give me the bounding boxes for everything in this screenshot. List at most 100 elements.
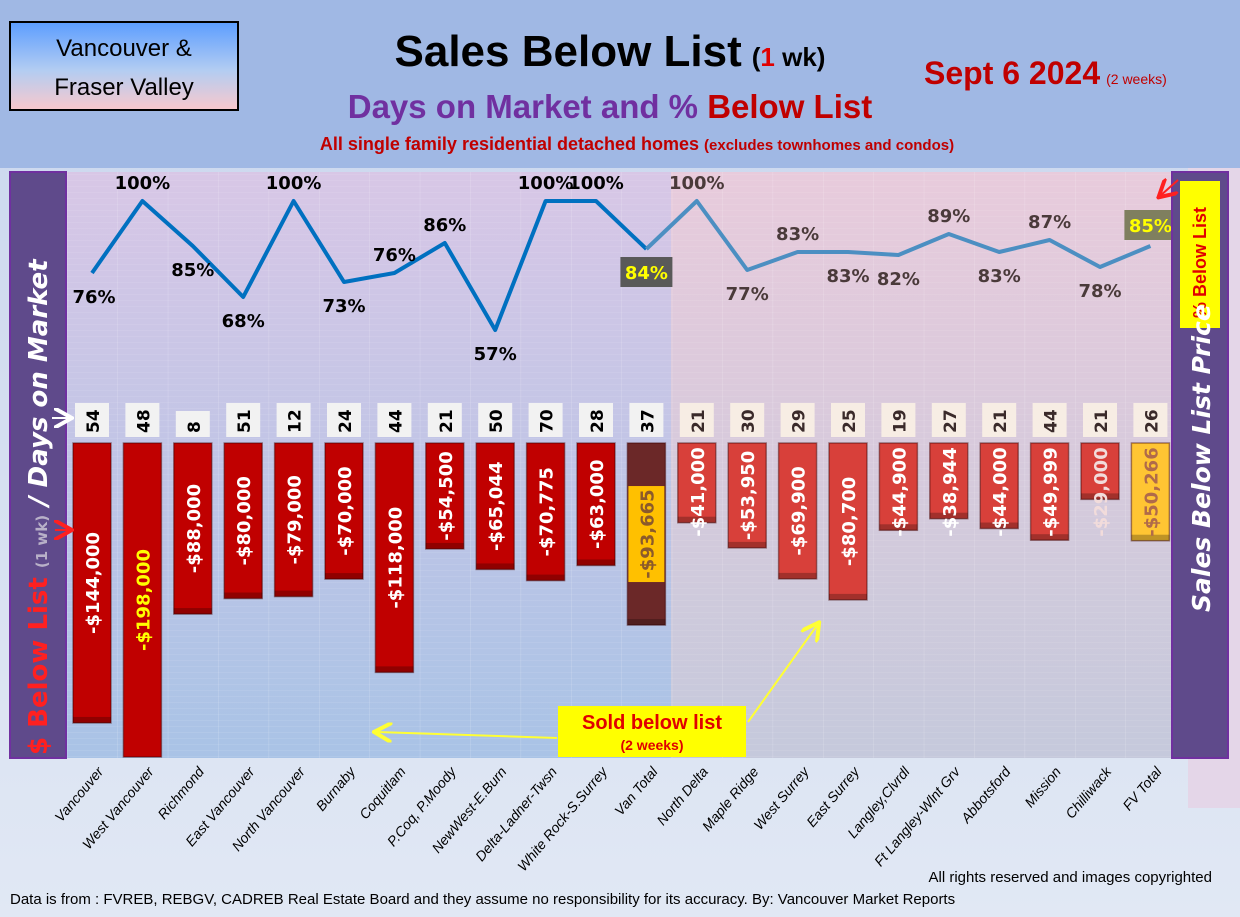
pct-line-vancouver bbox=[90, 199, 648, 332]
days-on-market-label: 21 bbox=[437, 409, 457, 433]
days-box bbox=[1133, 403, 1168, 437]
days-on-market-label: 21 bbox=[991, 409, 1011, 433]
pct-pointer-arrow bbox=[1160, 180, 1179, 196]
bar-shadow bbox=[627, 619, 666, 626]
days-on-market-label: 28 bbox=[588, 409, 608, 433]
bar-shadow bbox=[73, 716, 111, 723]
bar-shadow bbox=[476, 563, 515, 570]
data-source-note: Data is from : FVREB, REBGV, CADREB Real… bbox=[10, 891, 955, 908]
bar-maple-ridge bbox=[727, 442, 767, 549]
bar-shadow bbox=[778, 572, 817, 579]
left-axis-band: $ Below List (1 wk) / Days on Market bbox=[9, 171, 67, 759]
pct-label: 100% bbox=[568, 173, 624, 194]
bar-coquitlam bbox=[374, 442, 415, 674]
days-box bbox=[528, 403, 563, 437]
days-on-market-label: 25 bbox=[840, 409, 860, 433]
pct-label: 82% bbox=[877, 269, 920, 290]
bar-fv-total bbox=[1130, 442, 1171, 542]
region-line1: Vancouver & bbox=[56, 35, 192, 62]
days-box bbox=[780, 403, 815, 437]
days-on-market-label: 21 bbox=[689, 409, 709, 433]
days-box bbox=[679, 403, 714, 437]
bar-value-label: -$79,000 bbox=[285, 475, 306, 564]
days-box bbox=[276, 403, 311, 437]
bar-value-label: -$54,500 bbox=[436, 451, 457, 540]
pct-label: 83% bbox=[826, 266, 869, 287]
callout-arrow-right bbox=[747, 624, 818, 723]
days-on-market-label: 30 bbox=[739, 409, 759, 433]
bar-east-vancouver bbox=[223, 442, 263, 600]
pct-label: 77% bbox=[726, 284, 769, 305]
bar-shadow bbox=[375, 666, 414, 673]
days-box bbox=[377, 403, 412, 437]
chart-title: Sales Below List (1 wk) bbox=[395, 27, 826, 76]
right-axis-title: Sales Below List Price bbox=[1187, 304, 1216, 612]
bar-shadow bbox=[1131, 534, 1170, 541]
pct-label: 86% bbox=[423, 215, 466, 236]
pct-label: 85% bbox=[171, 260, 214, 281]
bar-ft-langley-wlnt-grv bbox=[929, 442, 969, 520]
bar-value-label: -$88,000 bbox=[184, 484, 205, 573]
pct-label: 100% bbox=[518, 173, 574, 194]
pct-label: 85% bbox=[1129, 216, 1172, 237]
days-on-market-label: 24 bbox=[336, 409, 356, 433]
pct-axis-title: % Below List bbox=[1190, 207, 1210, 318]
chart-subtitle: Days on Market and % Below List bbox=[348, 88, 872, 125]
bar-burnaby bbox=[324, 442, 364, 580]
bar-value-label: -$70,775 bbox=[537, 467, 558, 556]
bar-shadow bbox=[325, 573, 363, 580]
days-on-market-layer: 54 48 8 51 12 24 44 21 50 70 28 37 21 30 29 25 19 27 21 44 2… bbox=[75, 403, 1168, 437]
bar-value-label: -$65,044 bbox=[486, 461, 507, 550]
bar-value-label: -$144,000 bbox=[83, 532, 104, 634]
days-on-market-label: 21 bbox=[1092, 409, 1112, 433]
bar-value-label: -$118,000 bbox=[385, 507, 406, 609]
bar-east-surrey bbox=[828, 442, 868, 601]
pct-label: 73% bbox=[322, 296, 365, 317]
days-box bbox=[931, 403, 966, 437]
days-on-market-label: 27 bbox=[941, 409, 961, 433]
pct-label: 76% bbox=[373, 245, 416, 266]
pct-label: 83% bbox=[776, 224, 819, 245]
days-on-market-label: 29 bbox=[790, 409, 810, 433]
pct-line-fraser-valley bbox=[645, 199, 1152, 272]
bar-shadow bbox=[274, 590, 313, 597]
copyright-note: All rights reserved and images copyright… bbox=[929, 869, 1212, 886]
days-box bbox=[175, 411, 210, 437]
pct-label: 68% bbox=[222, 311, 265, 332]
bar-value-label: -$80,000 bbox=[234, 476, 255, 565]
days-box bbox=[831, 403, 865, 437]
bar-west-vancouver bbox=[122, 442, 163, 758]
callout-line1: Sold below list bbox=[582, 712, 722, 734]
days-box bbox=[427, 403, 462, 437]
days-box bbox=[75, 403, 109, 437]
bar-mission bbox=[1029, 442, 1070, 541]
days-on-market-label: 37 bbox=[638, 409, 658, 433]
days-on-market-label: 19 bbox=[890, 409, 910, 433]
bar-shadow bbox=[173, 608, 212, 615]
days-on-market-label: 51 bbox=[235, 409, 255, 433]
region-line2: Fraser Valley bbox=[54, 74, 194, 101]
bar-delta-ladner-twsn bbox=[525, 442, 566, 582]
days-box bbox=[125, 403, 160, 437]
bar-north-delta bbox=[677, 442, 717, 524]
bar-value-label: -$44,900 bbox=[889, 447, 910, 536]
chart-description: All single family residential detached h… bbox=[320, 134, 954, 154]
bar-p-coq-p-moody bbox=[425, 442, 465, 550]
days-box bbox=[1083, 403, 1117, 437]
pct-label-box bbox=[1180, 181, 1220, 328]
bar-value-label: -$93,665 bbox=[637, 489, 658, 578]
bar-shadow bbox=[929, 512, 968, 519]
pct-line-layer: 76%100%85%68%100%73%76%86%57%100%100%84%… bbox=[72, 173, 1177, 365]
bar-shadow bbox=[879, 524, 918, 531]
left-axis-title: $ Below List (1 wk) / Days on Market bbox=[24, 258, 54, 755]
bar-value-label: -$41,000 bbox=[688, 447, 709, 536]
bar-value-label: -$49,999 bbox=[1041, 447, 1062, 536]
days-box bbox=[327, 403, 361, 437]
bar-value-label: -$63,000 bbox=[587, 460, 608, 549]
pct-label: 57% bbox=[474, 344, 517, 365]
bar-shadow bbox=[829, 593, 867, 600]
pct-label: 100% bbox=[115, 173, 171, 194]
sold-below-list-callout: Sold below list (2 weeks) bbox=[376, 624, 818, 757]
right-axis-band: % Below List Sales Below List Price bbox=[1171, 171, 1229, 759]
pct-label: 87% bbox=[1028, 212, 1071, 233]
